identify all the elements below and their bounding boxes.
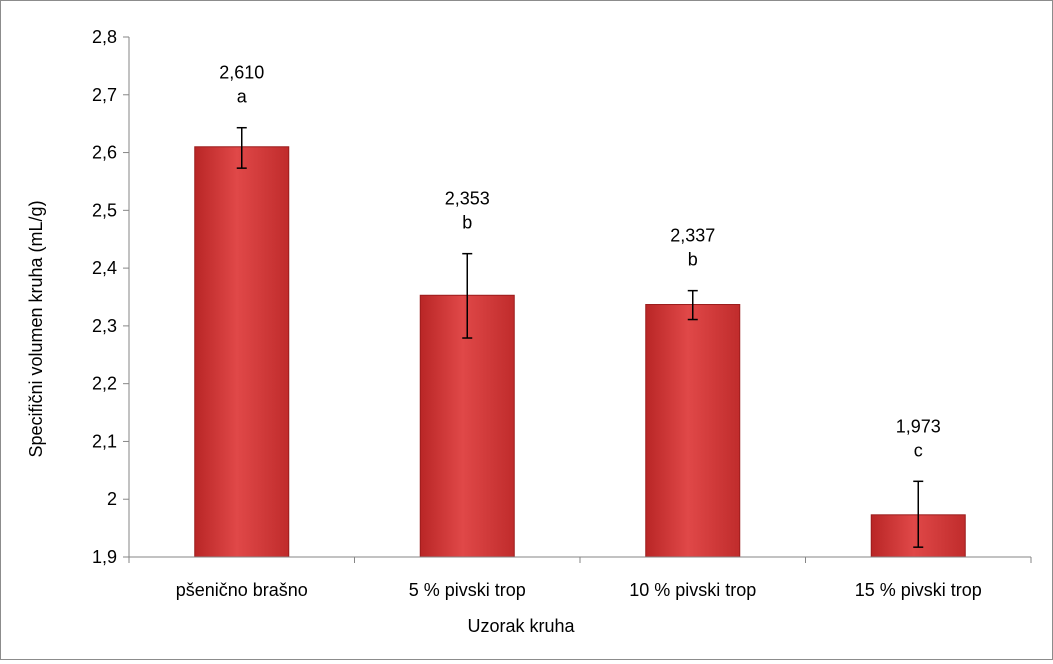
x-tick-label: 5 % pivski trop xyxy=(409,580,526,600)
y-tick-label: 2 xyxy=(107,489,117,509)
bar xyxy=(194,146,290,558)
y-tick-label: 2,3 xyxy=(92,316,117,336)
y-tick-label: 1,9 xyxy=(92,547,117,567)
y-tick-label: 2,1 xyxy=(92,431,117,451)
bar xyxy=(645,304,741,558)
data-labels-group: a 2,610 b 2,353 b 2,337 c 1,973 xyxy=(219,63,941,461)
y-axis-ticks: 1,9 2 2,1 2,2 2,3 2,4 2,5 2,6 2,7 2,8 xyxy=(92,27,129,567)
data-label: 2,353 xyxy=(445,189,490,209)
significance-letter: b xyxy=(462,213,472,233)
error-bars-group xyxy=(236,126,924,548)
data-label: 2,610 xyxy=(219,63,264,83)
x-tick-label: 10 % pivski trop xyxy=(629,580,756,600)
x-tick-label: 15 % pivski trop xyxy=(855,580,982,600)
y-tick-label: 2,5 xyxy=(92,200,117,220)
data-label: 1,973 xyxy=(896,416,941,436)
y-tick-label: 2,4 xyxy=(92,258,117,278)
y-tick-label: 2,6 xyxy=(92,143,117,163)
x-axis-ticks: pšenično brašno 5 % pivski trop 10 % pivsk… xyxy=(128,557,1032,600)
significance-letter: b xyxy=(688,250,698,270)
y-tick-label: 2,8 xyxy=(92,27,117,47)
data-label: 2,337 xyxy=(670,226,715,246)
y-axis-title: Specifični volumen kruha (mL/g) xyxy=(26,200,46,457)
significance-letter: a xyxy=(237,87,248,107)
y-tick-label: 2,2 xyxy=(92,374,117,394)
x-tick-label: pšenično brašno xyxy=(176,580,308,600)
x-axis-title: Uzorak kruha xyxy=(467,616,575,636)
y-tick-label: 2,7 xyxy=(92,85,117,105)
significance-letter: c xyxy=(914,440,923,460)
bars-group xyxy=(194,146,966,558)
